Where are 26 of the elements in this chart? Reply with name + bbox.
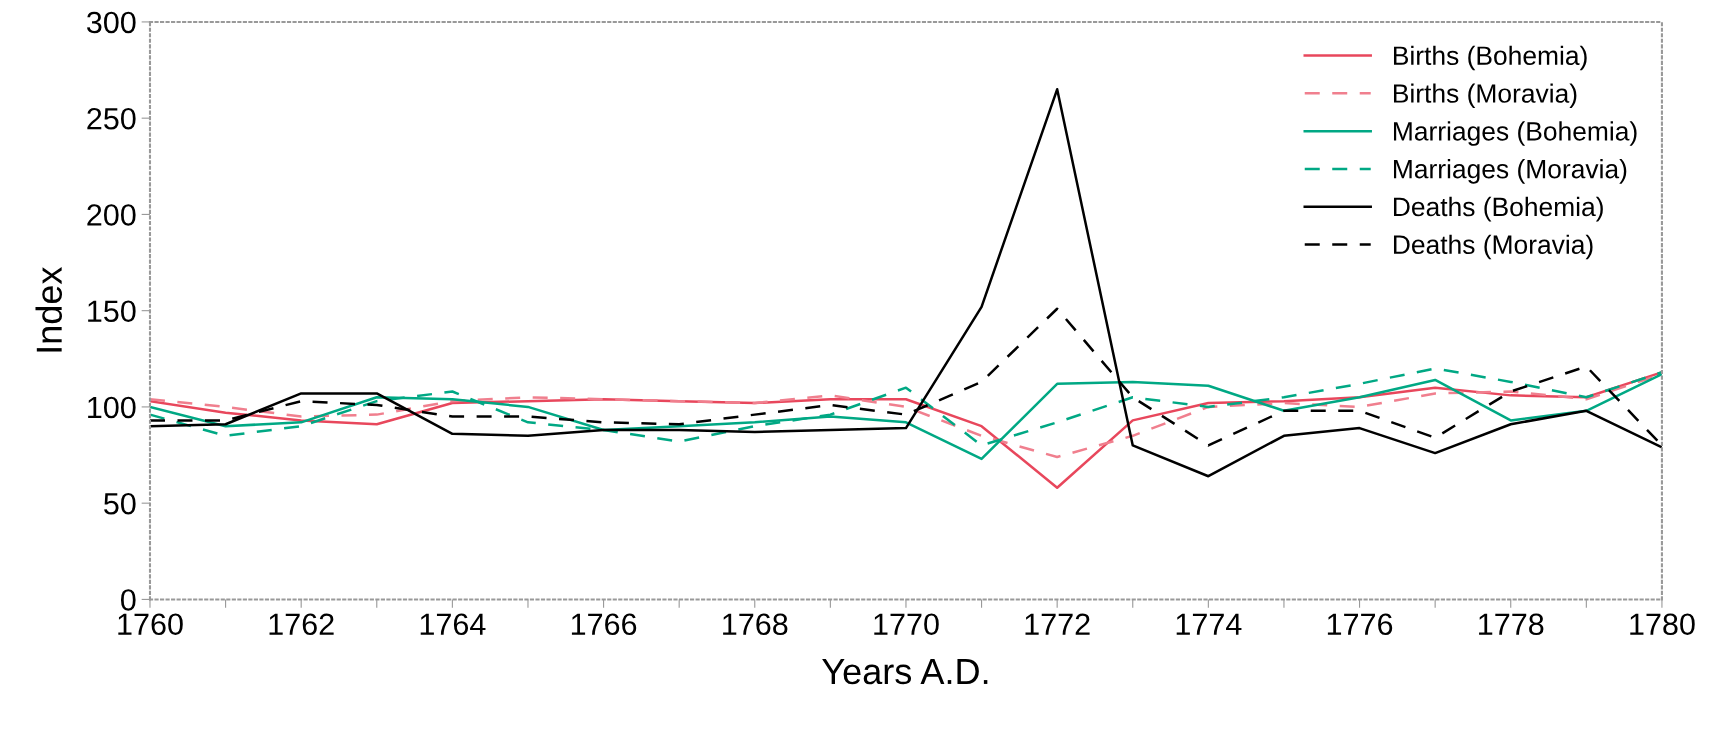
y-tick-label: 0: [121, 589, 136, 611]
x-tick-label: 1778: [1479, 613, 1544, 636]
x-tick-label: 1760: [118, 613, 183, 636]
x-tick-label: 1766: [571, 613, 637, 636]
y-tick-label: 250: [87, 107, 136, 130]
legend-label: Births (Bohemia): [1393, 45, 1587, 71]
x-tick-label: 1772: [1025, 613, 1090, 635]
x-axis-title: Years A.D.: [822, 659, 988, 685]
legend-label: Deaths (Bohemia): [1393, 196, 1603, 222]
legend-label: Deaths (Moravia): [1393, 234, 1593, 260]
legend-label: Marriages (Moravia): [1393, 159, 1627, 184]
y-tick-label: 100: [88, 396, 136, 419]
x-tick-label: 1768: [723, 613, 788, 636]
y-axis-title: Index: [35, 266, 63, 352]
x-tick-label: 1774: [1176, 613, 1242, 635]
x-tick-label: 1776: [1327, 613, 1393, 636]
y-tick-label: 50: [104, 492, 136, 515]
legend-label: Births (Moravia): [1393, 83, 1577, 109]
legend-label: Marriages (Bohemia): [1393, 121, 1637, 146]
y-tick-label: 150: [88, 300, 136, 323]
y-tick-label: 300: [86, 11, 136, 34]
x-tick-label: 1762: [269, 613, 334, 636]
x-tick-label: 1770: [874, 613, 939, 636]
x-tick-label: 1780: [1630, 613, 1695, 636]
x-tick-label: 1764: [420, 613, 486, 636]
y-tick-label: 200: [87, 204, 136, 226]
